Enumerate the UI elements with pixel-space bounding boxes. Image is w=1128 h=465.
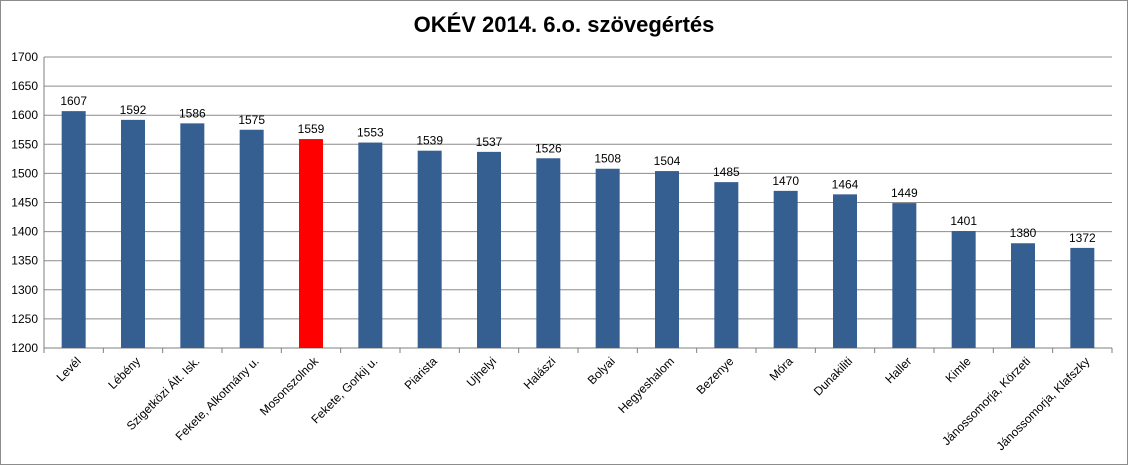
data-label: 1553 — [357, 126, 384, 140]
data-label: 1526 — [535, 141, 562, 155]
category-label: Kimle — [943, 354, 974, 385]
bar — [417, 150, 442, 348]
data-label: 1372 — [1069, 231, 1096, 245]
data-label: 1575 — [238, 113, 265, 127]
bar — [239, 129, 264, 348]
bar — [714, 182, 739, 348]
data-label: 1539 — [416, 134, 443, 148]
data-label: 1380 — [1010, 226, 1037, 240]
y-tick-label: 1500 — [11, 166, 38, 180]
data-label: 1559 — [298, 122, 325, 136]
category-label: Bolyai — [585, 354, 618, 387]
y-tick-label: 1250 — [11, 312, 38, 326]
bar — [299, 139, 323, 348]
bar — [1070, 247, 1095, 348]
data-label: 1508 — [594, 152, 621, 166]
chart-title: OKÉV 2014. 6.o. szövegértés — [413, 12, 715, 37]
y-tick-label: 1450 — [11, 196, 38, 210]
category-label: Halászi — [521, 354, 559, 392]
data-label: 1401 — [950, 214, 977, 228]
bar — [358, 142, 383, 348]
bar — [951, 231, 976, 348]
y-tick-label: 1550 — [11, 137, 38, 151]
category-label: Bezenye — [694, 354, 737, 397]
data-label: 1586 — [179, 106, 206, 120]
category-label: Haller — [882, 354, 914, 386]
category-label: Levél — [54, 354, 84, 384]
y-tick-label: 1350 — [11, 254, 38, 268]
category-label: Lébény — [105, 354, 143, 392]
data-label: 1537 — [476, 135, 503, 149]
y-tick-label: 1200 — [11, 341, 38, 355]
y-tick-label: 1600 — [11, 108, 38, 122]
data-label: 1470 — [772, 174, 799, 188]
data-label: 1485 — [713, 165, 740, 179]
bar — [477, 151, 501, 348]
category-label: Ujhelyi — [464, 354, 499, 389]
bar — [595, 168, 620, 348]
bar — [180, 123, 205, 349]
category-label: Mosonszolnok — [257, 354, 322, 419]
data-label: 1504 — [654, 154, 681, 168]
category-label: Dunakiliti — [811, 354, 855, 398]
bar — [833, 194, 857, 348]
bar — [773, 190, 798, 348]
y-tick-label: 1400 — [11, 225, 38, 239]
y-tick-label: 1700 — [11, 50, 38, 64]
y-tick-label: 1300 — [11, 283, 38, 297]
data-label: 1449 — [891, 186, 918, 200]
bar — [536, 158, 561, 348]
category-label: Piarista — [402, 354, 440, 392]
data-label: 1592 — [120, 103, 147, 117]
bar — [1011, 243, 1035, 348]
bar — [121, 119, 145, 348]
bar — [655, 171, 679, 348]
data-label: 1607 — [60, 94, 87, 108]
y-tick-label: 1650 — [11, 79, 38, 93]
data-label: 1464 — [832, 177, 859, 191]
bar — [61, 111, 86, 348]
category-label: Hegyeshalom — [615, 354, 677, 416]
category-label: Móra — [767, 354, 796, 383]
bar — [892, 203, 917, 348]
